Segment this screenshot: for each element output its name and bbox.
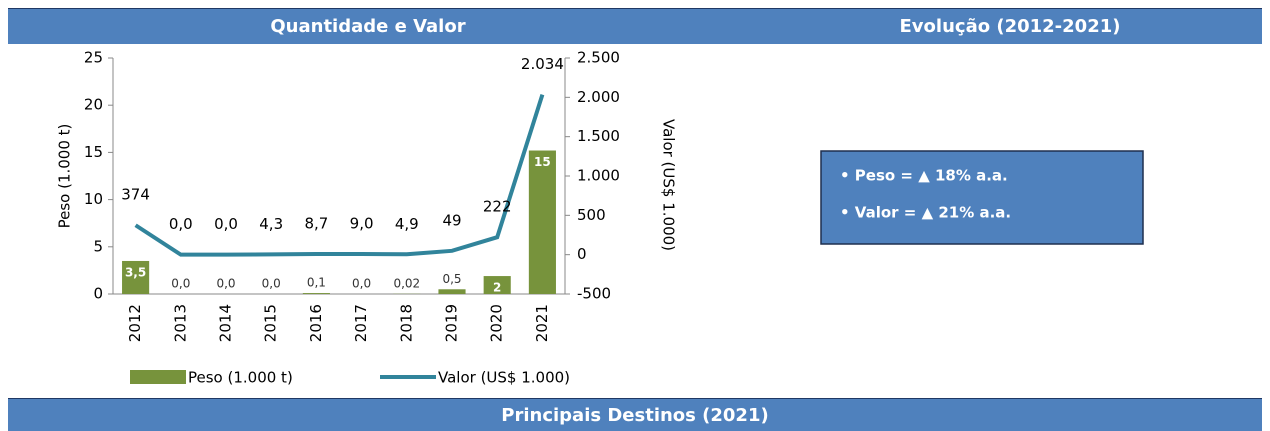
bar [438, 289, 466, 294]
y2-tick-label: 0 [577, 245, 587, 263]
summary-item: • Valor = ▲ 21% a.a. [840, 204, 1011, 222]
bar-value-label: 0,0 [262, 277, 281, 291]
line-value-label: 9,0 [350, 214, 374, 232]
header-bar [8, 398, 1262, 431]
bar-value-label: 0,0 [171, 277, 190, 291]
bar-value-label: 2 [493, 281, 501, 295]
bar-value-label: 15 [534, 155, 551, 169]
line [134, 94, 545, 257]
x-tick-label: 2013 [171, 304, 189, 342]
x-tick-label: 2014 [217, 304, 235, 342]
x-tick-label: 2016 [307, 304, 325, 342]
y-tick-label: 10 [84, 190, 103, 208]
bar [302, 293, 330, 294]
line-value-label: 49 [442, 211, 461, 229]
y-tick-label: 15 [84, 143, 103, 161]
y-tick-label: 25 [84, 49, 103, 67]
x-tick-label: 2020 [488, 304, 506, 342]
y2-tick-label: 1.500 [577, 127, 620, 145]
summary-box [820, 150, 1144, 245]
header-bar [8, 8, 1262, 44]
x-tick-label: 2021 [533, 304, 551, 342]
y-tick-label: 5 [93, 237, 103, 255]
y2-tick-label: 2.000 [577, 88, 620, 106]
legend-swatch [130, 370, 186, 384]
line-value-label: 0,0 [214, 215, 238, 233]
bar [122, 260, 150, 294]
bar-value-label: 0,02 [393, 276, 420, 290]
header-bottom: Principais Destinos (2021) [501, 405, 768, 426]
line-value-label: 2.034 [521, 55, 564, 73]
bar [483, 276, 511, 294]
summary-item: • Peso = ▲ 18% a.a. [840, 167, 1008, 185]
y-tick-label: 0 [93, 285, 103, 303]
y2-tick-label: 2.500 [577, 49, 620, 67]
bar-value-label: 0,0 [216, 277, 235, 291]
y-axis-title: Peso (1.000 t) [56, 124, 74, 229]
line-value-label: 374 [121, 186, 150, 204]
bar-value-label: 0,0 [352, 277, 371, 291]
y2-tick-label: 500 [577, 206, 606, 224]
bar-value-label: 3,5 [125, 265, 146, 279]
bar-value-label: 0,5 [442, 272, 461, 286]
header-left: Quantidade e Valor [270, 16, 465, 37]
header-right: Evolução (2012-2021) [900, 16, 1121, 37]
y2-axis-title: Valor (US$ 1.000) [660, 119, 678, 251]
x-tick-label: 2012 [126, 304, 144, 342]
y-tick-label: 20 [84, 96, 103, 114]
bar-value-label: 0,1 [307, 276, 326, 290]
legend-label: Valor (US$ 1.000) [438, 369, 570, 387]
line-value-label: 222 [483, 198, 512, 216]
x-tick-label: 2017 [352, 304, 370, 342]
y2-tick-label: 1.000 [577, 167, 620, 185]
line-value-label: 0,0 [169, 215, 193, 233]
bar [528, 150, 556, 294]
line-value-label: 8,7 [304, 214, 328, 232]
line-value-label: 4,3 [259, 215, 283, 233]
legend-label: Peso (1.000 t) [188, 369, 293, 387]
x-tick-label: 2015 [262, 304, 280, 342]
line-value-label: 4,9 [395, 215, 419, 233]
x-tick-label: 2019 [443, 304, 461, 342]
y2-tick-label: -500 [577, 285, 611, 303]
x-tick-label: 2018 [397, 304, 415, 342]
